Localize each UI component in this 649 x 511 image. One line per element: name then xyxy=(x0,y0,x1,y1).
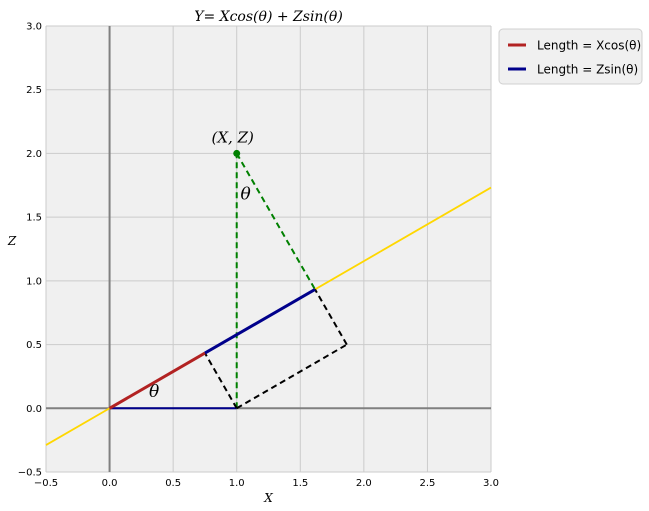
x-tick-label: 0.5 xyxy=(165,478,181,489)
x-tick-label: 1.5 xyxy=(292,478,308,489)
plot-lines xyxy=(45,152,492,446)
series-2-line xyxy=(204,288,316,355)
x-tick-label: 2.0 xyxy=(356,478,372,489)
perpendicular-1 xyxy=(204,352,238,409)
x-tick-label: 3.0 xyxy=(483,478,499,489)
y-axis-label: Z xyxy=(7,234,17,248)
series-1-line xyxy=(108,351,206,410)
y-tick-label: 3.0 xyxy=(26,22,42,33)
plot-background xyxy=(46,26,491,472)
y-tick-label: 2.0 xyxy=(26,149,42,160)
plot-marks: (X, Z) θ θ xyxy=(149,128,254,401)
parallel-1 xyxy=(236,343,348,410)
y-tick-label: 0.0 xyxy=(26,404,42,415)
angle-label-1: θ xyxy=(149,382,159,402)
y-tick-label: −0.5 xyxy=(18,468,42,479)
projection-to-line xyxy=(235,152,316,290)
point-xz xyxy=(233,149,241,157)
y-tick-label: 1.5 xyxy=(26,213,42,224)
legend-label-2: Length = Zsin(θ) xyxy=(537,63,638,77)
y-tick-label: 1.0 xyxy=(26,276,42,287)
x-tick-label: 0.0 xyxy=(102,478,118,489)
legend-label-1: Length = Xcos(θ) xyxy=(537,39,641,53)
x-axis-label: X xyxy=(263,491,273,505)
legend: Length = Xcos(θ) Length = Zsin(θ) xyxy=(498,28,643,85)
point-label: (X, Z) xyxy=(212,128,254,146)
legend-box xyxy=(498,28,643,85)
angle-label-2: θ xyxy=(240,184,250,204)
x-tick-label: 2.5 xyxy=(419,478,435,489)
tick-labels: −0.5 0.0 0.5 1.0 1.5 2.0 2.5 3.0 −0.5 0.0 0.5 1.0 1.… xyxy=(18,22,499,490)
chart-title: Y= Xcos(θ) + Zsin(θ) xyxy=(194,9,343,25)
x-tick-label: 1.0 xyxy=(229,478,245,489)
x-tick-label: −0.5 xyxy=(34,478,58,489)
parallel-2 xyxy=(314,288,348,346)
y-tick-label: 2.5 xyxy=(26,85,42,96)
y-tick-label: 0.5 xyxy=(26,340,42,351)
